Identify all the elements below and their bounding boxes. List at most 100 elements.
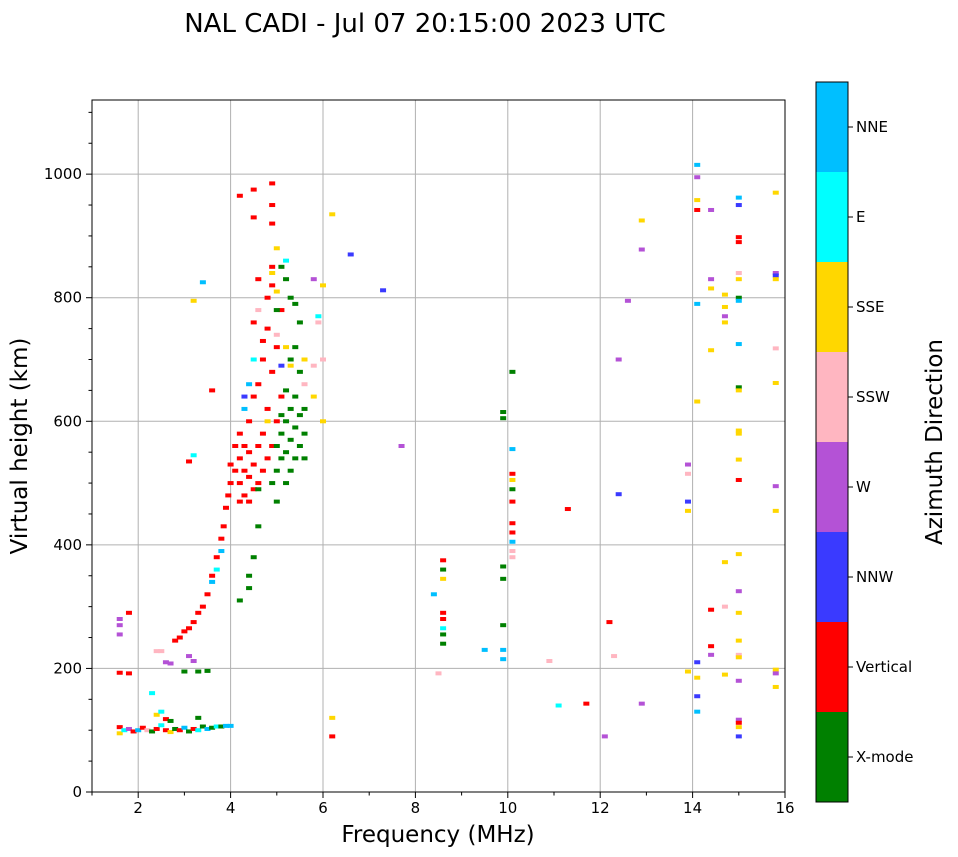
data-point xyxy=(546,659,553,664)
data-point xyxy=(296,369,303,374)
data-point xyxy=(708,348,715,353)
data-point xyxy=(329,715,336,720)
data-point xyxy=(181,629,188,634)
y-axis-ticks: 0 200 400 600 800 1000 xyxy=(44,111,92,801)
data-point xyxy=(273,345,280,350)
data-point xyxy=(735,552,742,557)
data-point xyxy=(735,457,742,462)
data-point xyxy=(772,271,779,275)
data-point xyxy=(292,394,299,399)
colorbar-segment xyxy=(816,172,848,262)
data-point xyxy=(232,444,239,448)
data-point xyxy=(772,380,779,385)
data-point xyxy=(273,332,280,337)
data-point xyxy=(255,487,262,492)
colorbar-segment xyxy=(816,352,848,442)
data-point xyxy=(246,499,253,504)
data-point xyxy=(735,240,742,245)
data-point xyxy=(190,620,197,625)
data-point xyxy=(583,701,590,706)
data-point xyxy=(199,604,206,609)
data-point xyxy=(130,729,137,734)
data-point xyxy=(772,667,779,672)
data-point xyxy=(227,723,234,728)
data-point xyxy=(694,399,701,404)
data-point xyxy=(287,437,294,442)
y-tick-label: 800 xyxy=(53,289,82,307)
data-point xyxy=(509,521,516,526)
data-point xyxy=(772,684,779,689)
data-point xyxy=(273,419,280,424)
data-point xyxy=(195,610,202,615)
data-point xyxy=(735,638,742,643)
data-point xyxy=(278,431,285,436)
data-point xyxy=(509,487,516,492)
data-point xyxy=(186,654,193,659)
chart-title: NAL CADI - Jul 07 20:15:00 2023 UTC xyxy=(184,9,666,39)
data-point xyxy=(273,499,280,504)
data-point xyxy=(250,555,257,560)
data-point xyxy=(222,505,229,510)
data-point xyxy=(176,635,183,640)
data-point xyxy=(255,481,262,486)
x-tick-label: 4 xyxy=(226,799,236,817)
data-point xyxy=(153,726,160,731)
data-point xyxy=(218,724,225,729)
data-point xyxy=(269,283,276,288)
data-point xyxy=(310,277,317,282)
data-point xyxy=(735,277,742,282)
data-point xyxy=(199,724,206,729)
data-point xyxy=(564,507,571,512)
data-point xyxy=(735,678,742,683)
data-point xyxy=(278,264,285,269)
data-point xyxy=(149,729,156,734)
data-point xyxy=(329,734,336,739)
data-point xyxy=(195,715,202,720)
data-point xyxy=(139,725,146,730)
data-point xyxy=(273,308,280,313)
data-point xyxy=(772,277,779,282)
data-point xyxy=(320,419,326,424)
x-tick-label: 14 xyxy=(683,799,702,817)
data-point xyxy=(190,453,197,458)
data-point xyxy=(264,406,271,411)
data-point xyxy=(500,647,507,652)
y-tick-label: 200 xyxy=(53,659,82,677)
data-point xyxy=(220,524,227,529)
x-tick-label: 16 xyxy=(775,799,794,817)
data-point xyxy=(500,576,507,581)
data-point xyxy=(329,212,336,217)
data-point xyxy=(694,694,701,699)
x-axis-label: Frequency (MHz) xyxy=(341,822,534,848)
data-point xyxy=(694,207,701,212)
data-point xyxy=(509,447,516,452)
data-point xyxy=(241,493,248,498)
data-point xyxy=(735,477,742,482)
data-point xyxy=(772,346,779,351)
y-tick-label: 0 xyxy=(72,783,82,801)
data-point xyxy=(209,388,216,393)
x-tick-label: 8 xyxy=(411,799,421,817)
data-point xyxy=(250,394,257,399)
data-point xyxy=(735,295,742,300)
data-point xyxy=(500,623,507,628)
data-point xyxy=(181,669,188,674)
colorbar-tick-label: Vertical xyxy=(856,658,912,676)
data-point xyxy=(125,726,132,731)
data-point xyxy=(301,456,308,461)
data-point xyxy=(684,669,691,674)
data-point xyxy=(209,579,216,584)
x-tick-label: 10 xyxy=(498,799,517,817)
y-tick-label: 600 xyxy=(53,412,82,430)
data-point xyxy=(204,592,211,597)
data-point xyxy=(735,195,742,200)
data-point xyxy=(186,459,193,464)
data-point xyxy=(204,726,211,731)
data-point xyxy=(283,450,290,455)
data-point xyxy=(440,626,447,631)
data-point xyxy=(735,298,742,303)
data-point xyxy=(283,277,290,282)
data-point xyxy=(250,357,257,362)
data-point xyxy=(721,292,728,297)
data-point xyxy=(153,712,160,717)
